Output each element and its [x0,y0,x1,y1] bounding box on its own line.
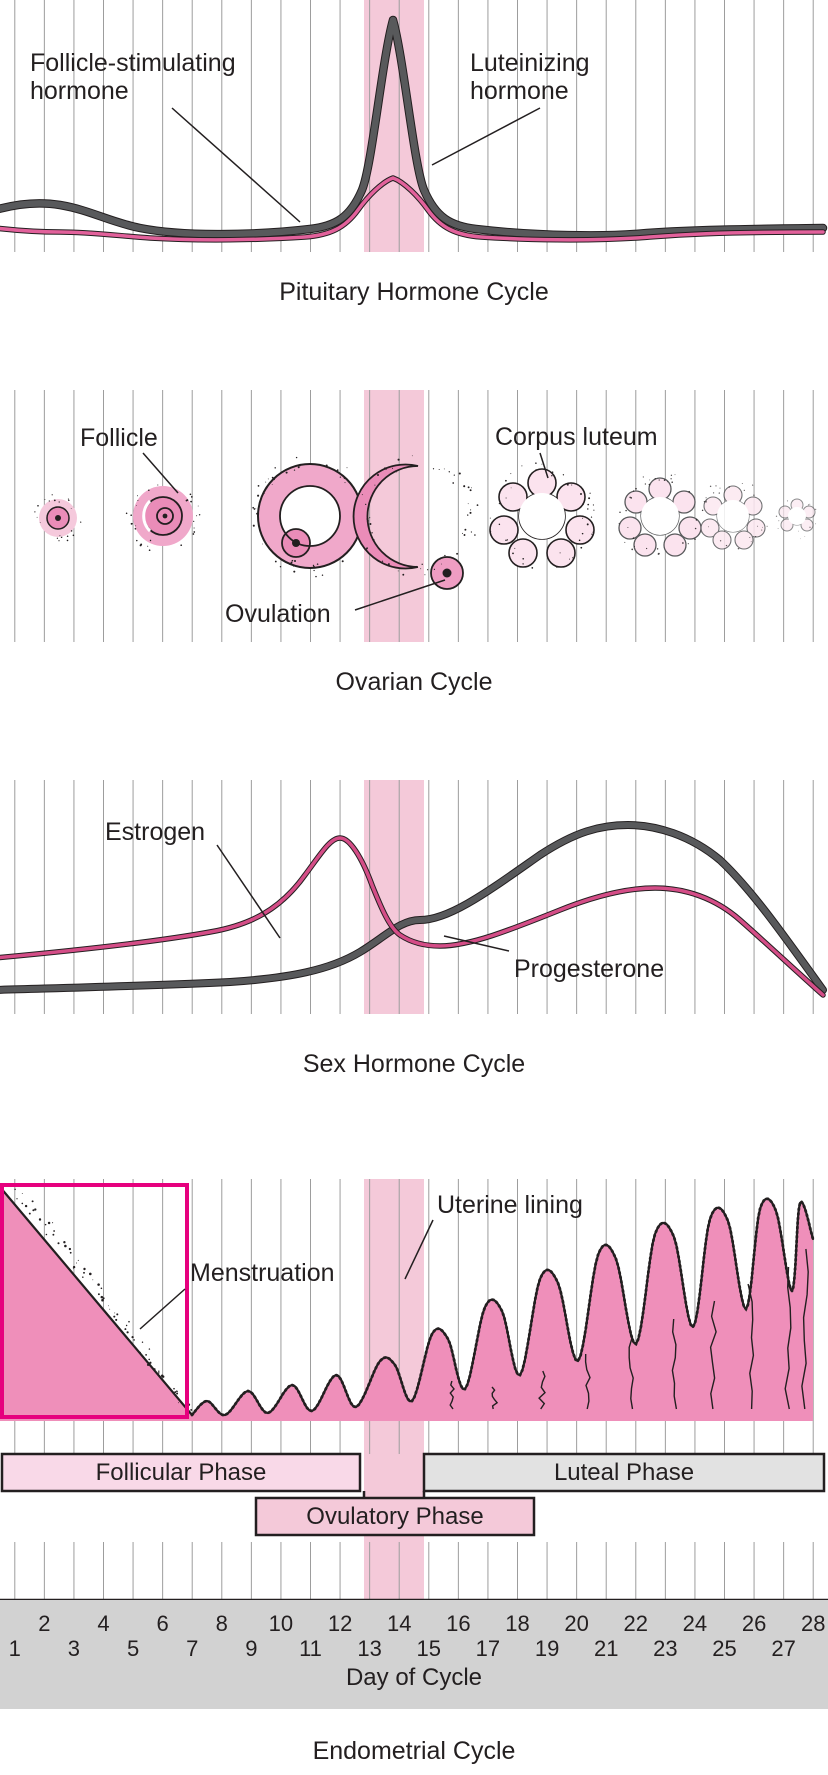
svg-text:24: 24 [683,1611,707,1636]
svg-text:Uterine lining: Uterine lining [437,1191,583,1219]
svg-text:21: 21 [594,1636,618,1661]
svg-text:26: 26 [742,1611,766,1636]
svg-text:Follicular Phase: Follicular Phase [96,1459,267,1486]
svg-text:16: 16 [446,1611,470,1636]
svg-text:10: 10 [269,1611,293,1636]
svg-text:8: 8 [216,1611,228,1636]
svg-text:12: 12 [328,1611,352,1636]
svg-text:Corpus luteum: Corpus luteum [495,423,658,451]
svg-text:Follicle: Follicle [80,424,158,452]
svg-text:Estrogen: Estrogen [105,818,205,846]
svg-text:18: 18 [505,1611,529,1636]
svg-text:11: 11 [299,1636,322,1661]
svg-text:9: 9 [245,1636,257,1661]
svg-text:15: 15 [417,1636,441,1661]
svg-text:hormone: hormone [30,77,129,105]
svg-text:27: 27 [771,1636,795,1661]
svg-text:4: 4 [97,1611,109,1636]
svg-text:Follicle-stimulating: Follicle-stimulating [30,49,236,77]
svg-text:Day of Cycle: Day of Cycle [346,1664,482,1691]
svg-text:20: 20 [564,1611,588,1636]
svg-text:5: 5 [127,1636,139,1661]
svg-text:14: 14 [387,1611,411,1636]
svg-text:23: 23 [653,1636,677,1661]
svg-text:Luteinizing: Luteinizing [470,49,590,77]
svg-text:2: 2 [38,1611,50,1636]
svg-text:Menstruation: Menstruation [190,1259,335,1287]
svg-text:25: 25 [712,1636,736,1661]
svg-text:13: 13 [357,1636,381,1661]
svg-text:7: 7 [186,1636,198,1661]
svg-text:1: 1 [9,1636,21,1661]
svg-text:3: 3 [68,1636,80,1661]
svg-text:hormone: hormone [470,77,569,105]
svg-text:Luteal Phase: Luteal Phase [554,1459,694,1486]
svg-text:Progesterone: Progesterone [514,955,664,983]
svg-text:17: 17 [476,1636,500,1661]
svg-text:22: 22 [624,1611,648,1636]
svg-text:19: 19 [535,1636,559,1661]
svg-text:Ovulatory Phase: Ovulatory Phase [306,1503,483,1530]
svg-text:Ovulation: Ovulation [225,600,331,628]
svg-text:28: 28 [801,1611,825,1636]
svg-text:6: 6 [156,1611,168,1636]
